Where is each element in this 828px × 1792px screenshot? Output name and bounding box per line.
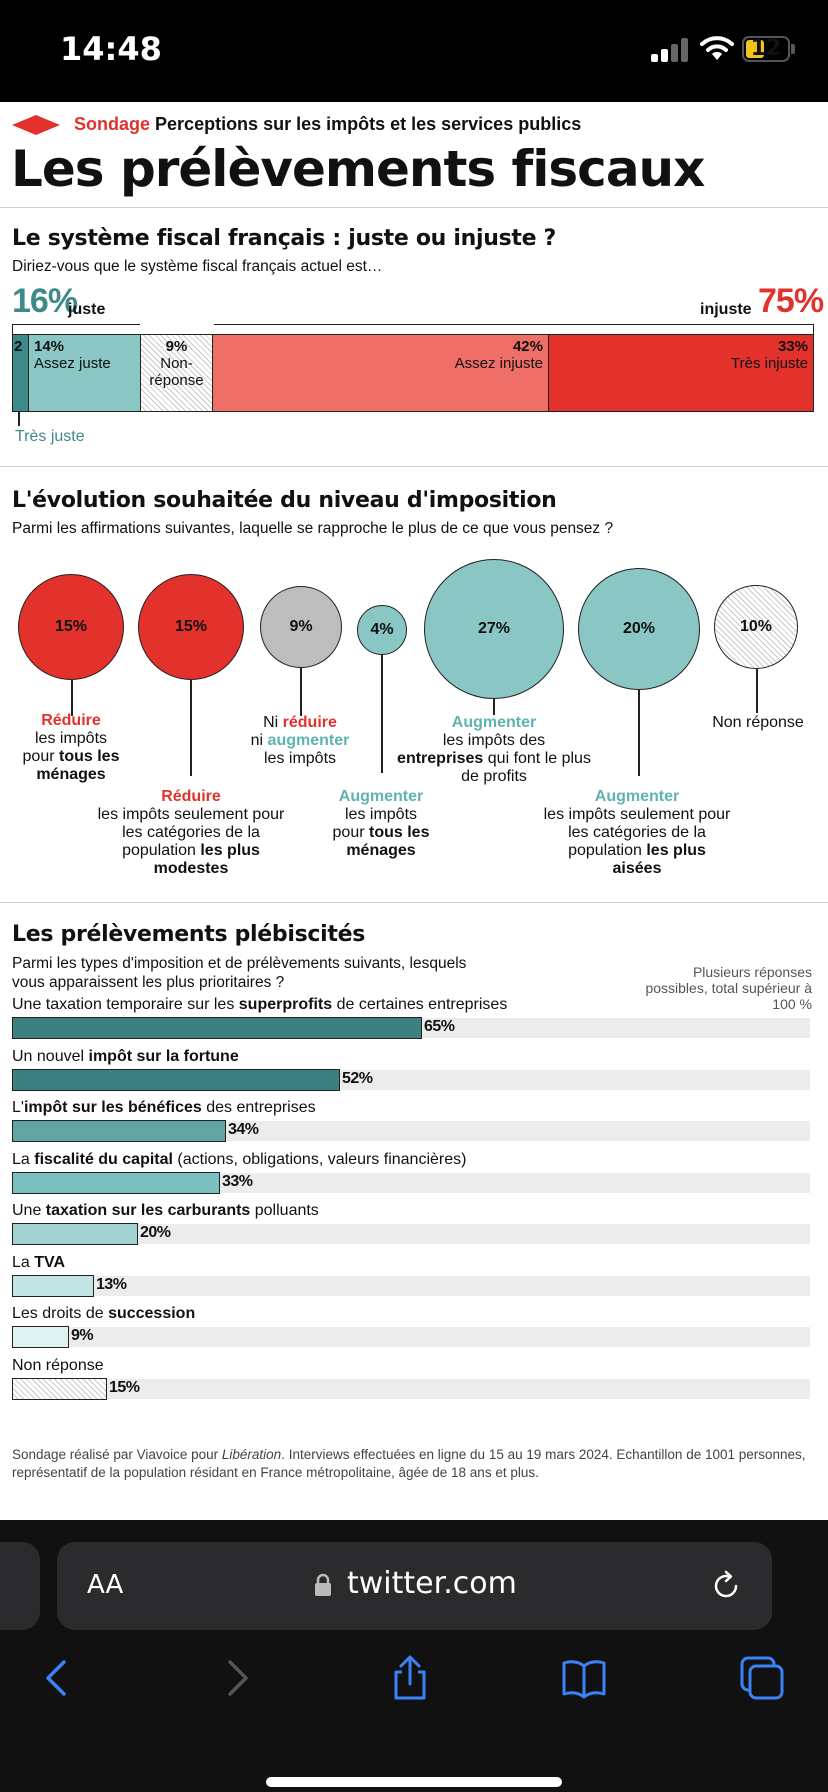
juste-pct: 16% [12,282,78,320]
bar [12,1326,69,1348]
stack-segment: 2 [13,335,29,411]
segment-pct: 42% [512,338,543,355]
injuste-label: injuste [700,301,752,318]
segment-pct: 14% [34,338,65,355]
page-title: Les prélèvements fiscaux [11,140,705,198]
bubble-non-reponse: 10% [714,585,798,669]
bar-value: 65% [424,1018,455,1035]
bubble-label: Non réponse [712,714,804,731]
bar-value: 20% [140,1224,171,1241]
previous-tab[interactable] [0,1542,40,1630]
reload-icon[interactable] [709,1569,743,1603]
bar [12,1275,94,1297]
wifi-icon [700,36,734,60]
status-bar: 14:48 12 [0,0,828,102]
section1-title: Le système fiscal français : juste ou in… [12,226,557,251]
bar-value: 33% [222,1173,253,1190]
bar [12,1017,422,1039]
bar-label: Les droits de succession [12,1305,196,1322]
bar-label: Une taxation sur les carburants polluant… [12,1202,319,1219]
bubble-label: Augmenter les impôts pour tous les ménages [332,788,430,859]
bar-label: La fiscalité du capital (actions, obliga… [12,1151,467,1168]
stack-segment: 33% Très injuste [549,335,813,411]
share-icon[interactable] [386,1654,434,1702]
bar-value: 34% [228,1121,259,1138]
article-image: Sondage Perceptions sur les impôts et le… [0,102,828,1520]
tabs-icon[interactable] [738,1654,786,1702]
lock-icon [315,1573,331,1596]
bar-label: La TVA [12,1254,66,1271]
bubble-augmenter-aisees: 20% [578,568,700,690]
stack-segment: 14% Assez juste [29,335,141,411]
segment-label: Assez injuste [454,355,543,372]
bookmarks-icon[interactable] [560,1654,608,1702]
injuste-pct: 75% [758,282,824,320]
bar-label: Non réponse [12,1357,104,1374]
bar-track [12,1327,810,1347]
bar-label: Un nouvel impôt sur la fortune [12,1048,239,1065]
juste-label: juste [68,301,106,318]
diamond-icon [12,115,60,135]
bubble-label: Augmenter les impôts seulement pour les c… [543,788,731,877]
bubble-augmenter-entreprises: 27% [424,559,564,699]
kicker-tag: Sondage [74,114,151,134]
kicker-text: Perceptions sur les impôts et les servic… [155,114,582,134]
segment-label: Assez juste [34,355,111,372]
bubble-label: Réduire les impôts pour tous les ménages [22,712,120,783]
address-bar[interactable]: AA twitter.com [57,1542,772,1630]
stacked-bar: 2 14% Assez juste 9% Non-réponse 42% Assez inj… [12,334,814,412]
bar-value: 52% [342,1070,373,1087]
status-time: 14:48 [60,30,162,68]
url-text[interactable]: twitter.com [347,1566,517,1601]
segment-label: Non-réponse [149,355,204,389]
home-indicator [266,1777,562,1787]
back-icon[interactable] [34,1654,82,1702]
bar-label: Une taxation temporaire sur les superpro… [12,996,508,1013]
bar [12,1069,340,1091]
segment-pct: 2 [14,338,23,355]
segment-pct: 9% [165,338,188,355]
bubble-augmenter-tous: 4% [357,605,407,655]
signal-icon [651,38,691,62]
bubble-label: Réduire les impôts seulement pour les cat… [97,788,285,877]
bubble-label: Augmenter les impôts des entreprises qui f… [397,714,591,785]
browser-toolbar: AA twitter.com [0,1520,828,1792]
segment-label: Très injuste [731,355,808,372]
bar-track [12,1276,810,1296]
segment-pct: 33% [777,338,808,355]
section3-title: Les prélèvements plébiscités [12,922,366,947]
stack-segment: 9% Non-réponse [141,335,213,411]
bar [12,1378,107,1400]
battery-level: 12 [750,36,782,61]
bar [12,1120,226,1142]
battery-icon: 12 [742,36,790,62]
bar-value: 15% [109,1379,140,1396]
text-size-button[interactable]: AA [87,1570,124,1600]
bar-track [12,1379,810,1399]
stack-segment: 42% Assez injuste [213,335,549,411]
bubble-reduire-tous: 15% [18,574,124,680]
bubble-ni-ni: 9% [260,586,342,668]
section3-subtitle: Parmi les types d'imposition et de prélè… [12,955,467,991]
bar [12,1172,220,1194]
bar-value: 9% [71,1327,94,1344]
multiple-answers-note: Plusieurs réponses possibles, total supé… [645,964,812,1012]
bubble-reduire-modestes: 15% [138,574,244,680]
source-note: Sondage réalisé par Viavoice pour Libéra… [12,1447,806,1480]
section1-subtitle: Diriez-vous que le système fiscal frança… [12,258,383,275]
bar-value: 13% [96,1276,127,1293]
section2-subtitle: Parmi les affirmations suivantes, laquel… [12,520,614,537]
tres-juste-label: Très juste [15,428,85,445]
bar [12,1223,138,1245]
bubble-label: Ni réduire ni augmenter les impôts [250,714,350,767]
forward-icon[interactable] [212,1654,260,1702]
kicker: Sondage Perceptions sur les impôts et le… [74,114,581,135]
bar-track [12,1224,810,1244]
section2-title: L'évolution souhaitée du niveau d'imposi… [12,488,557,513]
bar-label: L'impôt sur les bénéfices des entreprise… [12,1099,316,1116]
